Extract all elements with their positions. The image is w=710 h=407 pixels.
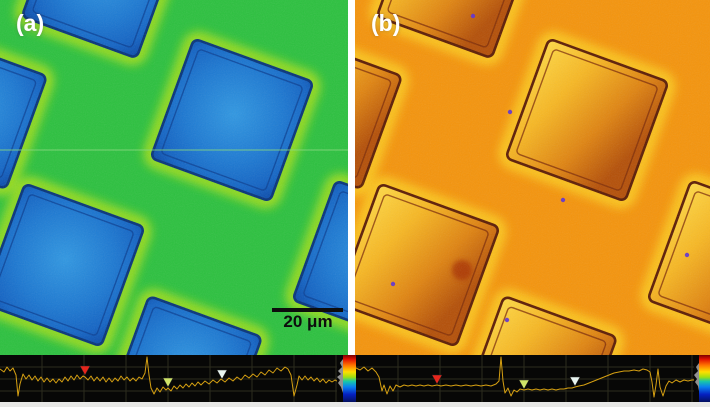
- profile-trace: [0, 356, 337, 397]
- panel-b-image: [355, 0, 710, 355]
- profile-cursor-marker: [216, 369, 228, 380]
- panel-divider: [348, 0, 355, 355]
- scale-bar: [272, 308, 343, 312]
- colorbar-histogram: [337, 355, 343, 402]
- profile-cursor-marker: [162, 377, 174, 388]
- panel-a-image: [0, 0, 348, 355]
- figure-bottom-margin: [0, 402, 710, 407]
- panel-b-label: (b): [371, 10, 401, 36]
- noise-overlay: [0, 0, 348, 355]
- profile-cursor-marker: [569, 376, 581, 387]
- colorbar-gradient: [343, 355, 356, 402]
- line-profile-plot-b: [356, 355, 694, 402]
- color-scale-bar-b: [694, 355, 710, 402]
- colorbar-histogram: [694, 355, 699, 402]
- profile-cursor-marker: [518, 379, 530, 390]
- profile-cursor-marker: [431, 374, 443, 385]
- noise-overlay: [355, 0, 710, 355]
- profile-trace: [356, 356, 694, 398]
- panel-a-label: (a): [16, 10, 45, 36]
- colorbar-gradient: [699, 355, 710, 402]
- profile-cursor-marker: [79, 365, 91, 376]
- line-profile-plot-a: [0, 355, 337, 402]
- color-scale-bar-a: [337, 355, 356, 402]
- scale-bar-label: 20 μm: [283, 312, 333, 331]
